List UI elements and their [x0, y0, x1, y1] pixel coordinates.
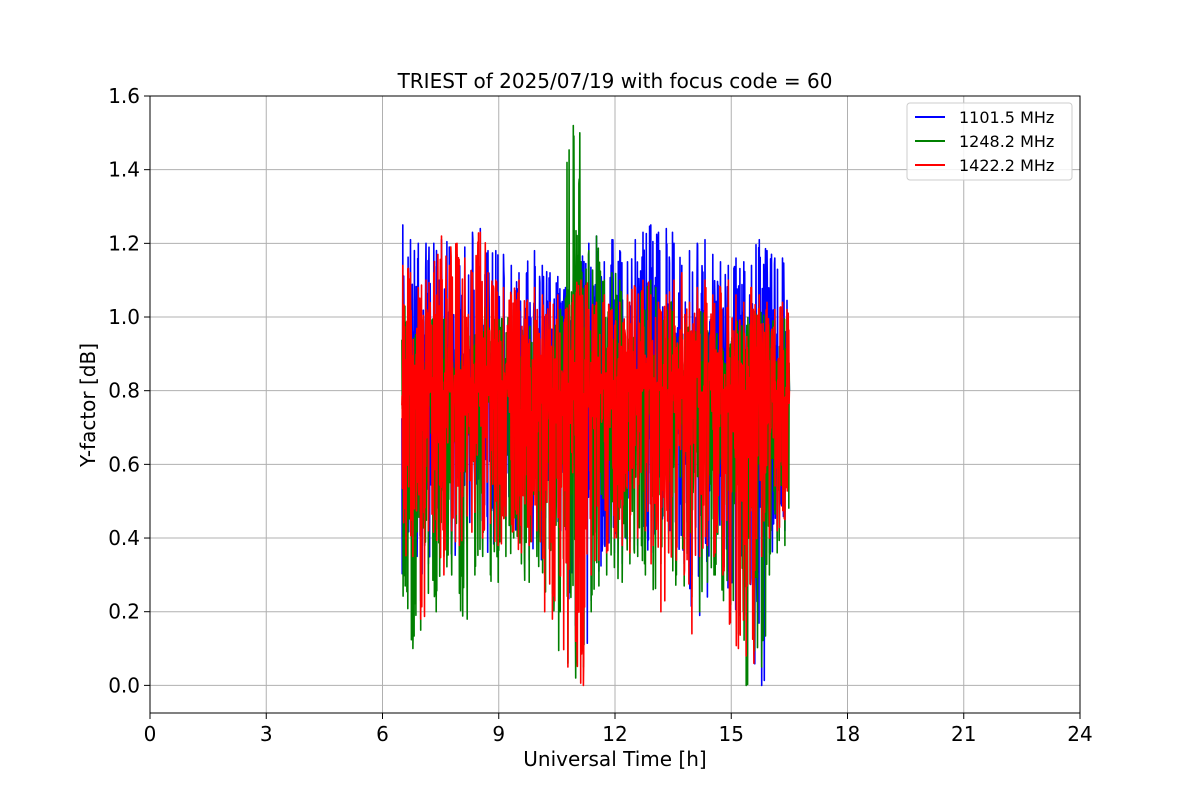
x-axis-label: Universal Time [h] — [523, 747, 706, 771]
y-tick-label: 0.6 — [108, 452, 140, 476]
y-tick-label: 1.0 — [108, 305, 140, 329]
x-tick-label: 18 — [835, 722, 860, 746]
legend-label: 1101.5 MHz — [959, 108, 1054, 127]
y-tick-label: 0.8 — [108, 379, 140, 403]
y-tick-label: 1.4 — [108, 158, 140, 182]
x-tick-label: 21 — [951, 722, 976, 746]
x-tick-label: 9 — [492, 722, 505, 746]
y-axis: 0.0 0.2 0.4 0.6 0.8 1.0 1.2 1.4 1.6 — [108, 84, 150, 697]
legend-label: 1248.2 MHz — [959, 132, 1054, 151]
legend-label: 1422.2 MHz — [959, 156, 1054, 175]
series-line-3 — [401, 231, 791, 687]
legend-box — [906, 102, 1073, 181]
y-tick-label: 1.6 — [108, 84, 140, 108]
y-tick-label: 1.2 — [108, 231, 140, 255]
y-axis-label: Y-factor [dB] — [76, 343, 100, 468]
y-tick-label: 0.4 — [108, 526, 140, 550]
plot-lines — [401, 124, 791, 687]
x-axis: 0 3 6 9 12 15 18 21 24 — [144, 713, 1093, 746]
legend: 1101.5 MHz 1248.2 MHz 1422.2 MHz — [906, 102, 1073, 181]
x-tick-label: 6 — [376, 722, 389, 746]
x-tick-label: 12 — [602, 722, 627, 746]
x-tick-label: 3 — [260, 722, 273, 746]
x-tick-label: 0 — [144, 722, 157, 746]
y-tick-label: 0.2 — [108, 600, 140, 624]
y-tick-label: 0.0 — [108, 673, 140, 697]
x-tick-label: 15 — [719, 722, 744, 746]
chart-title: TRIEST of 2025/07/19 with focus code = 6… — [397, 69, 833, 93]
x-tick-label: 24 — [1067, 722, 1092, 746]
